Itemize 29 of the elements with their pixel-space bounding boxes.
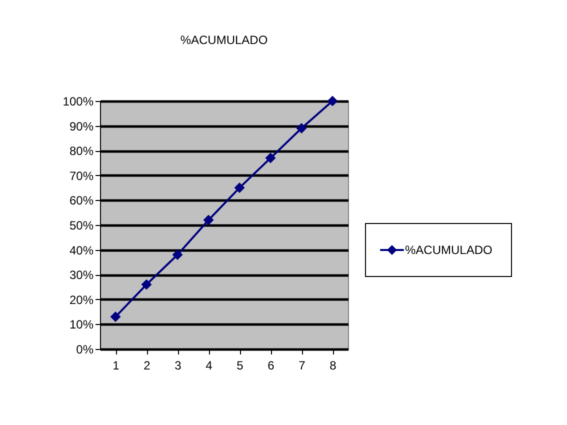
y-tick-label: 60% — [69, 194, 94, 208]
x-tick-label: 3 — [174, 358, 182, 372]
y-tick-label: 40% — [69, 243, 94, 258]
point — [296, 123, 307, 134]
x-tick-label: 6 — [268, 358, 275, 372]
point — [203, 214, 214, 226]
x-tick-label: 5 — [236, 358, 244, 372]
x-tick-label: 1 — [112, 358, 120, 372]
point — [141, 279, 152, 290]
y-tick-label: 70% — [69, 168, 94, 183]
point — [110, 312, 121, 322]
y-tick-label: 50% — [69, 218, 94, 232]
x-tick-label: 4 — [206, 358, 213, 372]
legend-label: %ACUMULADO — [405, 243, 492, 257]
y-tick-label: 100% — [62, 94, 94, 108]
x-tick-label: 7 — [298, 358, 306, 372]
y-tick-label: 90% — [69, 119, 94, 134]
x-tick-label: 8 — [330, 358, 337, 372]
chart-title: %ACUMULADO — [180, 33, 268, 47]
point — [234, 182, 245, 194]
y-tick-label: 20% — [69, 292, 94, 307]
point — [172, 250, 183, 260]
point — [265, 152, 276, 164]
y-tick-label: 30% — [69, 268, 94, 282]
point — [327, 96, 338, 106]
x-tick-label: 2 — [144, 358, 151, 372]
y-tick-label: 10% — [69, 318, 94, 332]
y-tick-label: 0% — [76, 342, 94, 356]
y-tick-label: 80% — [69, 144, 94, 158]
